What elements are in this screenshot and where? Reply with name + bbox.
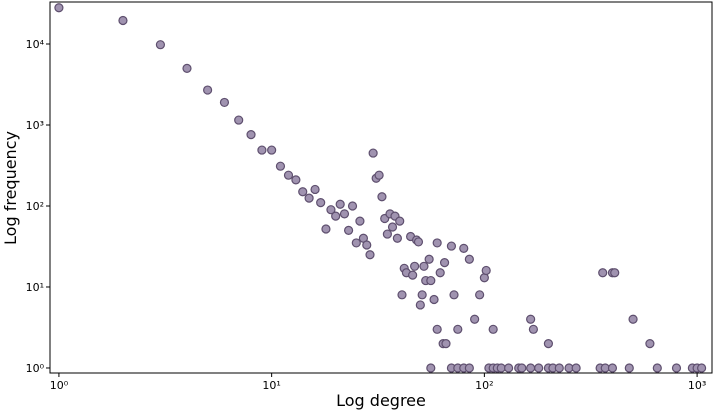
point — [362, 240, 372, 250]
point — [316, 198, 326, 208]
point — [408, 270, 418, 280]
x-axis-title: Log degree — [336, 391, 426, 410]
point — [298, 187, 308, 197]
point — [554, 363, 564, 373]
point — [182, 63, 192, 73]
point — [382, 229, 392, 239]
point — [671, 363, 682, 373]
x-tick-label: 10² — [475, 379, 493, 392]
point — [368, 148, 378, 158]
point — [446, 241, 457, 251]
y-tick-label: 10⁰ — [26, 362, 45, 375]
point — [275, 161, 286, 171]
point — [479, 273, 489, 283]
y-tick-label: 10¹ — [26, 281, 44, 294]
point — [441, 338, 451, 349]
point — [410, 261, 420, 271]
point — [470, 314, 480, 324]
point — [426, 363, 436, 373]
x-tick-label: 10¹ — [262, 379, 280, 392]
point — [598, 268, 608, 278]
point — [475, 290, 485, 300]
point — [343, 225, 354, 235]
y-tick-label: 10³ — [26, 119, 44, 132]
point — [321, 224, 331, 234]
point — [624, 363, 634, 373]
point — [429, 294, 439, 305]
point — [234, 115, 244, 125]
point — [283, 170, 294, 180]
point — [652, 363, 662, 373]
point — [645, 338, 655, 349]
point — [347, 201, 358, 211]
point — [413, 237, 424, 247]
point — [291, 175, 301, 185]
point — [435, 268, 445, 278]
point — [267, 145, 277, 155]
point — [459, 243, 469, 253]
point — [355, 216, 365, 226]
point — [374, 170, 384, 180]
point — [543, 338, 554, 349]
point — [419, 261, 429, 271]
x-tick-label: 10⁰ — [50, 379, 69, 392]
point — [331, 211, 341, 221]
point — [526, 363, 536, 373]
point — [203, 85, 213, 95]
point — [54, 3, 64, 13]
point — [534, 363, 544, 373]
point — [397, 290, 407, 300]
point — [504, 363, 514, 373]
point — [610, 268, 620, 278]
point — [464, 363, 474, 373]
point — [526, 314, 536, 324]
y-axis-title: Log frequency — [1, 131, 20, 245]
point — [335, 199, 345, 209]
point — [415, 300, 425, 310]
point — [628, 314, 638, 324]
point — [377, 192, 387, 202]
point — [449, 290, 459, 300]
point — [155, 40, 166, 50]
point — [432, 238, 442, 248]
point — [310, 184, 320, 195]
point — [387, 222, 398, 232]
x-tick-label: 10³ — [688, 379, 706, 392]
point — [439, 258, 450, 268]
point — [697, 363, 707, 373]
point — [395, 216, 405, 226]
y-tick-label: 10² — [26, 200, 44, 213]
point — [607, 363, 618, 373]
point — [118, 15, 128, 26]
point — [432, 324, 442, 334]
point — [424, 254, 434, 264]
point — [453, 324, 463, 334]
point — [257, 145, 267, 155]
point — [246, 130, 256, 140]
point — [365, 250, 375, 260]
point — [219, 97, 230, 108]
point — [488, 324, 498, 334]
point — [571, 363, 581, 373]
point — [339, 209, 350, 219]
point — [417, 290, 427, 300]
point — [464, 254, 474, 264]
y-tick-label: 10⁴ — [26, 38, 45, 51]
point — [481, 265, 491, 276]
point — [517, 363, 527, 373]
point — [326, 205, 336, 215]
point — [528, 324, 538, 334]
point — [392, 233, 402, 243]
point — [304, 193, 314, 203]
point — [351, 238, 361, 248]
point — [426, 275, 436, 286]
plot-frame — [49, 1, 713, 374]
